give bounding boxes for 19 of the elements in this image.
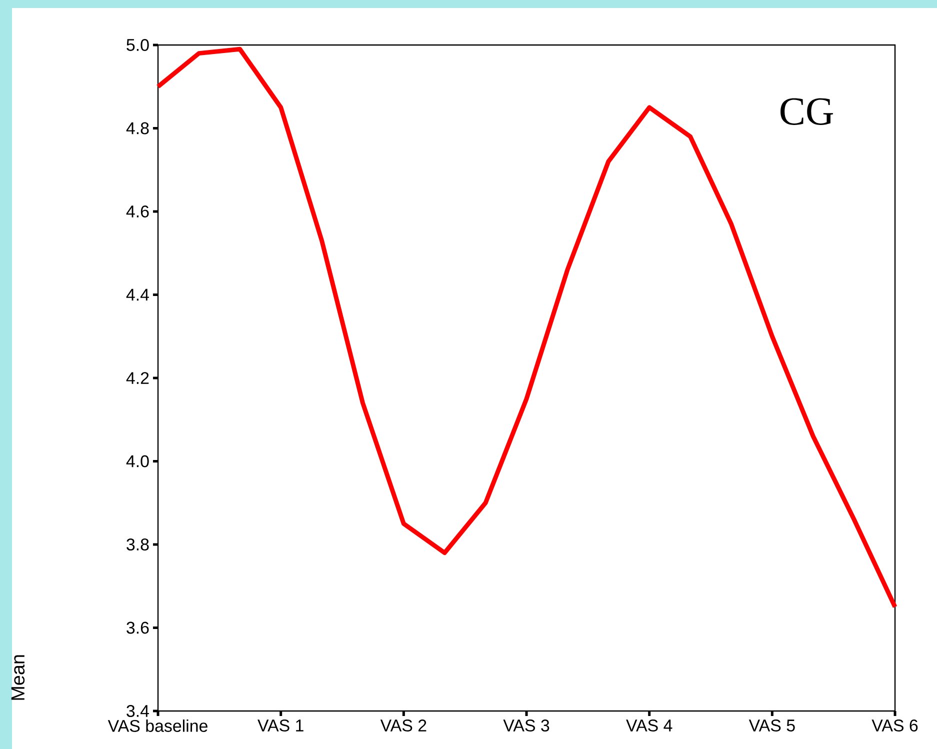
y-tick-label: 4.2 bbox=[126, 372, 149, 384]
y-tick-label: 3.6 bbox=[126, 622, 149, 634]
y-tick-label: 3.4 bbox=[126, 704, 149, 717]
y-tick-label: 4.0 bbox=[126, 455, 149, 468]
x-tick-label: VAS baseline bbox=[108, 720, 208, 732]
x-tick-label: VAS 6 bbox=[872, 720, 918, 732]
annotation: CG bbox=[780, 98, 834, 125]
y-axis-title: Mean bbox=[11, 655, 25, 700]
x-tick-label: VAS 1 bbox=[258, 720, 304, 732]
y-tick-label: 4.4 bbox=[126, 288, 149, 301]
y-tick-label: 4.8 bbox=[126, 122, 149, 134]
line-series bbox=[156, 46, 898, 610]
y-tick-label: 4.6 bbox=[126, 205, 149, 218]
x-tick-label: VAS 4 bbox=[626, 720, 672, 732]
y-tick-label: 3.8 bbox=[126, 538, 149, 550]
x-tick-label: VAS 5 bbox=[748, 720, 795, 732]
x-tick-label: VAS 3 bbox=[503, 720, 550, 732]
x-tick-label: VAS 2 bbox=[380, 720, 426, 732]
y-tick-label: 5.0 bbox=[126, 38, 149, 51]
